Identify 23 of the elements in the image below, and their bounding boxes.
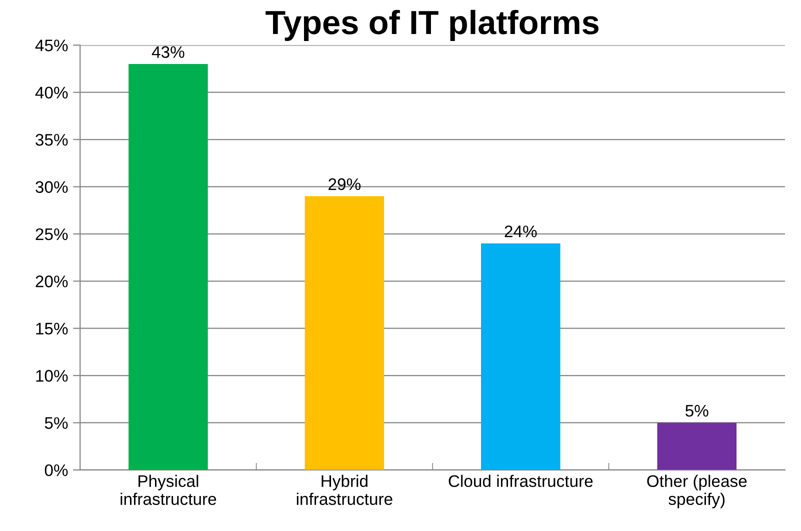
x-tick-label: Other (please specify) <box>647 474 747 508</box>
y-tick-label: 35% <box>36 134 68 146</box>
y-tick-label: 25% <box>36 228 68 240</box>
bar <box>304 196 384 470</box>
bar <box>128 64 208 470</box>
y-tick-label: 30% <box>36 181 68 193</box>
x-tick-label: Cloud infrastructure <box>448 474 593 488</box>
data-label: 24% <box>504 226 537 238</box>
x-tick-label: Physical infrastructure <box>120 474 216 505</box>
x-tick-label: Hybrid infrastructure <box>296 474 392 505</box>
bar <box>657 422 737 470</box>
bar <box>481 243 560 470</box>
data-label: 5% <box>685 404 708 417</box>
data-label: 29% <box>328 178 361 190</box>
y-tick-label: 15% <box>36 322 68 335</box>
y-tick-label: 0% <box>44 464 68 476</box>
data-label: 43% <box>152 46 184 58</box>
y-tick-label: 40% <box>35 86 68 99</box>
chart-title: Types of IT platforms <box>266 10 598 41</box>
y-tick-label: 10% <box>36 370 68 382</box>
y-tick-label: 5% <box>44 417 68 429</box>
y-tick-label: 45% <box>35 40 68 52</box>
y-tick-label: 20% <box>36 276 68 288</box>
